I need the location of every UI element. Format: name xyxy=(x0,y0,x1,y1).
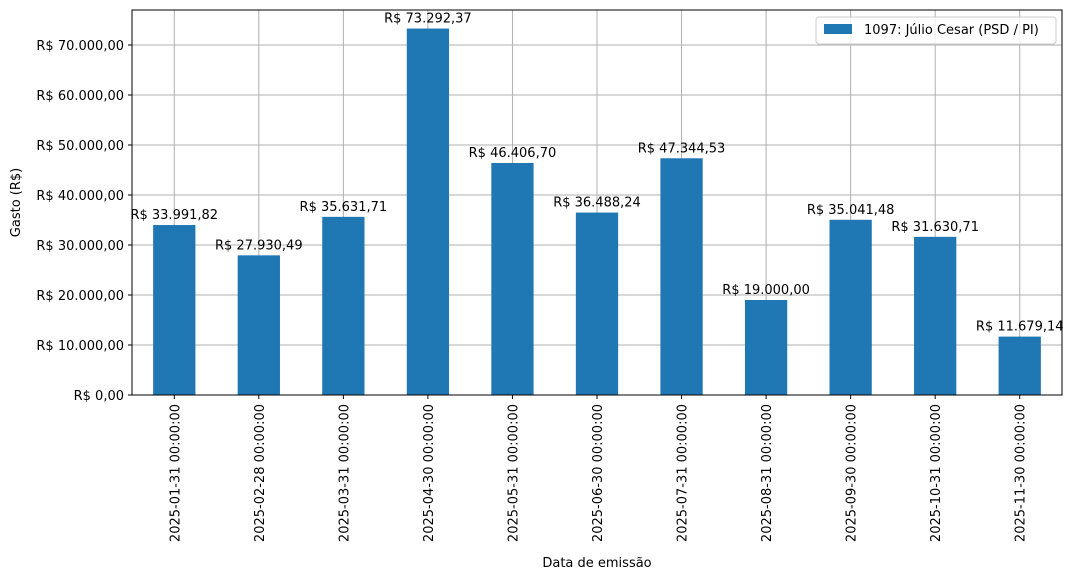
x-tick-label: 2025-01-31 00:00:00 xyxy=(168,404,183,542)
bar-data-labels: R$ 33.991,82 R$ 27.930,49 R$ 35.631,71 R$ 7… xyxy=(130,12,1063,335)
legend: 1097: Júlio Cesar (PSD / PI) xyxy=(815,16,1057,45)
y-tick-label: R$ 10.000,00 xyxy=(36,339,124,354)
x-tick-label: 2025-05-31 00:00:00 xyxy=(506,404,521,542)
bar-data-label: R$ 46.406,70 xyxy=(469,146,557,161)
bar xyxy=(322,216,365,395)
bar xyxy=(914,236,957,395)
x-tick-label: 2025-08-31 00:00:00 xyxy=(760,404,775,542)
bars xyxy=(153,28,1041,396)
y-tick-label: R$ 0,00 xyxy=(74,389,124,404)
bar-data-label: R$ 33.991,82 xyxy=(130,208,218,223)
bar-data-label: R$ 36.488,24 xyxy=(553,196,641,211)
x-tick-label: 2025-03-31 00:00:00 xyxy=(337,404,352,542)
bar-data-label: R$ 31.630,71 xyxy=(891,220,979,235)
bar xyxy=(491,162,534,395)
y-axis: R$ 0,00 R$ 10.000,00 R$ 20.000,00 R$ 30.000… xyxy=(36,39,132,404)
y-tick-label: R$ 20.000,00 xyxy=(36,289,124,304)
y-tick-label: R$ 30.000,00 xyxy=(36,239,124,254)
bar xyxy=(829,219,872,395)
x-axis: 2025-01-31 00:00:00 2025-02-28 00:00:00 20… xyxy=(168,395,1029,542)
bar-data-label: R$ 47.344,53 xyxy=(638,141,726,156)
y-tick-label: R$ 50.000,00 xyxy=(36,139,124,154)
bar-data-label: R$ 35.041,48 xyxy=(807,203,895,218)
bar-data-label: R$ 73.292,37 xyxy=(384,12,472,27)
bar xyxy=(575,212,619,395)
x-tick-label: 2025-02-28 00:00:00 xyxy=(253,404,268,542)
bar xyxy=(153,225,196,395)
legend-swatch xyxy=(824,24,852,34)
bar-data-label: R$ 11.679,14 xyxy=(976,320,1064,335)
x-tick-label: 2025-06-30 00:00:00 xyxy=(591,404,606,542)
x-axis-label: Data de emissão xyxy=(542,556,651,571)
bar-data-label: R$ 19.000,00 xyxy=(722,283,810,298)
bar xyxy=(660,158,703,395)
y-tick-label: R$ 40.000,00 xyxy=(36,189,124,204)
y-axis-label: Gasto (R$) xyxy=(9,168,24,237)
bar xyxy=(998,336,1041,395)
bar xyxy=(744,300,788,395)
y-tick-label: R$ 70.000,00 xyxy=(36,39,124,54)
x-tick-label: 2025-04-30 00:00:00 xyxy=(422,404,437,542)
x-tick-label: 2025-09-30 00:00:00 xyxy=(845,404,860,542)
bar xyxy=(406,28,450,396)
bar-data-label: R$ 27.930,49 xyxy=(215,238,303,253)
bar xyxy=(237,255,280,395)
x-tick-label: 2025-07-31 00:00:00 xyxy=(676,404,691,542)
legend-label: 1097: Júlio Cesar (PSD / PI) xyxy=(864,23,1039,38)
bar-data-label: R$ 35.631,71 xyxy=(300,200,388,215)
x-tick-label: 2025-11-30 00:00:00 xyxy=(1014,404,1029,542)
x-tick-label: 2025-10-31 00:00:00 xyxy=(929,404,944,542)
y-tick-label: R$ 60.000,00 xyxy=(36,89,124,104)
legend-box xyxy=(815,16,1057,45)
